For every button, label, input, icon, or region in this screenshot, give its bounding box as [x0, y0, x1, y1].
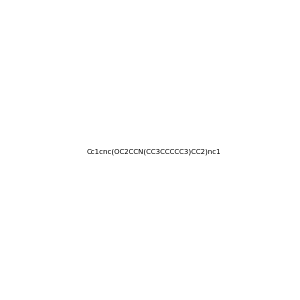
Text: Cc1cnc(OC2CCN(CC3CCCCC3)CC2)nc1: Cc1cnc(OC2CCN(CC3CCCCC3)CC2)nc1 — [86, 148, 221, 155]
